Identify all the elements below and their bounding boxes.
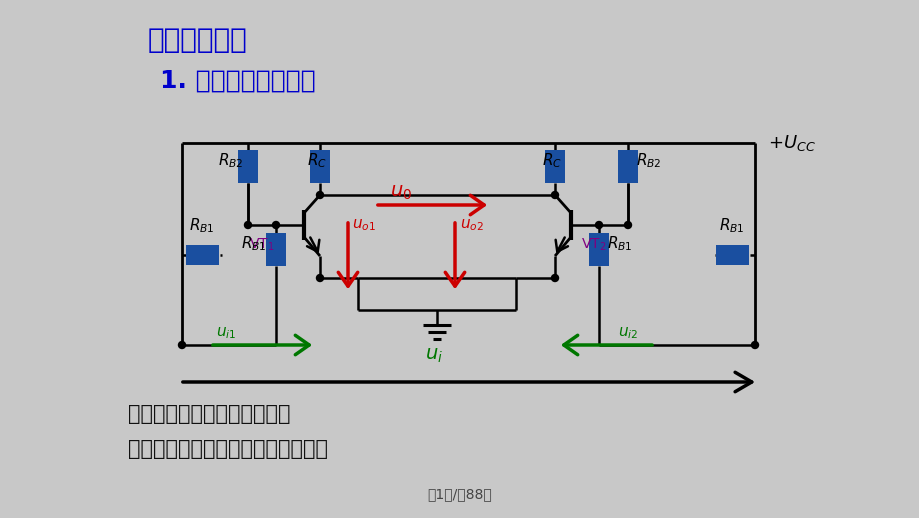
Circle shape: [550, 192, 558, 198]
Bar: [618, 150, 637, 183]
Circle shape: [751, 341, 757, 349]
Text: $+U_{CC}$: $+U_{CC}$: [767, 133, 815, 153]
Text: $R_{B1}$: $R_{B1}$: [607, 234, 632, 253]
Bar: [544, 150, 564, 183]
Text: 差动放大电路: 差动放大电路: [148, 26, 247, 54]
Text: 电路结构特点：左右两边对称: 电路结构特点：左右两边对称: [128, 404, 290, 424]
Circle shape: [316, 192, 323, 198]
Circle shape: [550, 275, 558, 281]
Circle shape: [624, 222, 630, 228]
Text: $R_{B1}$: $R_{B1}$: [719, 216, 743, 235]
Text: 1. 基本差动放大电路: 1. 基本差动放大电路: [160, 69, 315, 93]
Circle shape: [178, 341, 186, 349]
Text: $\mathrm{VT_1}$: $\mathrm{VT_1}$: [249, 237, 274, 253]
Text: $R_{B1}$: $R_{B1}$: [241, 234, 267, 253]
Bar: [266, 233, 286, 266]
Text: $u_{i1}$: $u_{i1}$: [216, 325, 236, 341]
Text: 第1页/共88页: 第1页/共88页: [427, 487, 492, 501]
Bar: [238, 150, 257, 183]
Bar: [310, 150, 330, 183]
Text: $R_{B2}$: $R_{B2}$: [635, 151, 661, 170]
Text: $R_{B2}$: $R_{B2}$: [218, 151, 244, 170]
Circle shape: [595, 222, 602, 228]
Bar: [716, 245, 749, 265]
Text: $\mathrm{VT_2}$: $\mathrm{VT_2}$: [581, 237, 606, 253]
Circle shape: [244, 222, 251, 228]
Circle shape: [272, 222, 279, 228]
Bar: [588, 233, 608, 266]
Text: $u_{i2}$: $u_{i2}$: [618, 325, 638, 341]
Text: $u_i$: $u_i$: [425, 347, 443, 365]
Text: $u_{o2}$: $u_{o2}$: [460, 217, 483, 233]
Text: $u_{o1}$: $u_{o1}$: [352, 217, 376, 233]
Circle shape: [316, 275, 323, 281]
Text: $R_{B1}$: $R_{B1}$: [188, 216, 214, 235]
Text: $R_C$: $R_C$: [541, 151, 562, 170]
Text: 输入输出形式：双端输入、双端输出: 输入输出形式：双端输入、双端输出: [128, 439, 328, 459]
Text: $R_C$: $R_C$: [307, 151, 326, 170]
Bar: [187, 245, 220, 265]
Text: $u_0$: $u_0$: [390, 183, 412, 203]
